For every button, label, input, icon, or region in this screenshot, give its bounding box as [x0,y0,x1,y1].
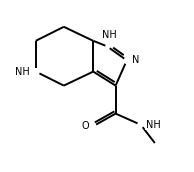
Text: O: O [81,121,89,131]
Text: N: N [132,55,139,65]
Text: NH: NH [102,30,117,40]
Text: NH: NH [146,120,161,130]
Text: NH: NH [15,67,30,77]
